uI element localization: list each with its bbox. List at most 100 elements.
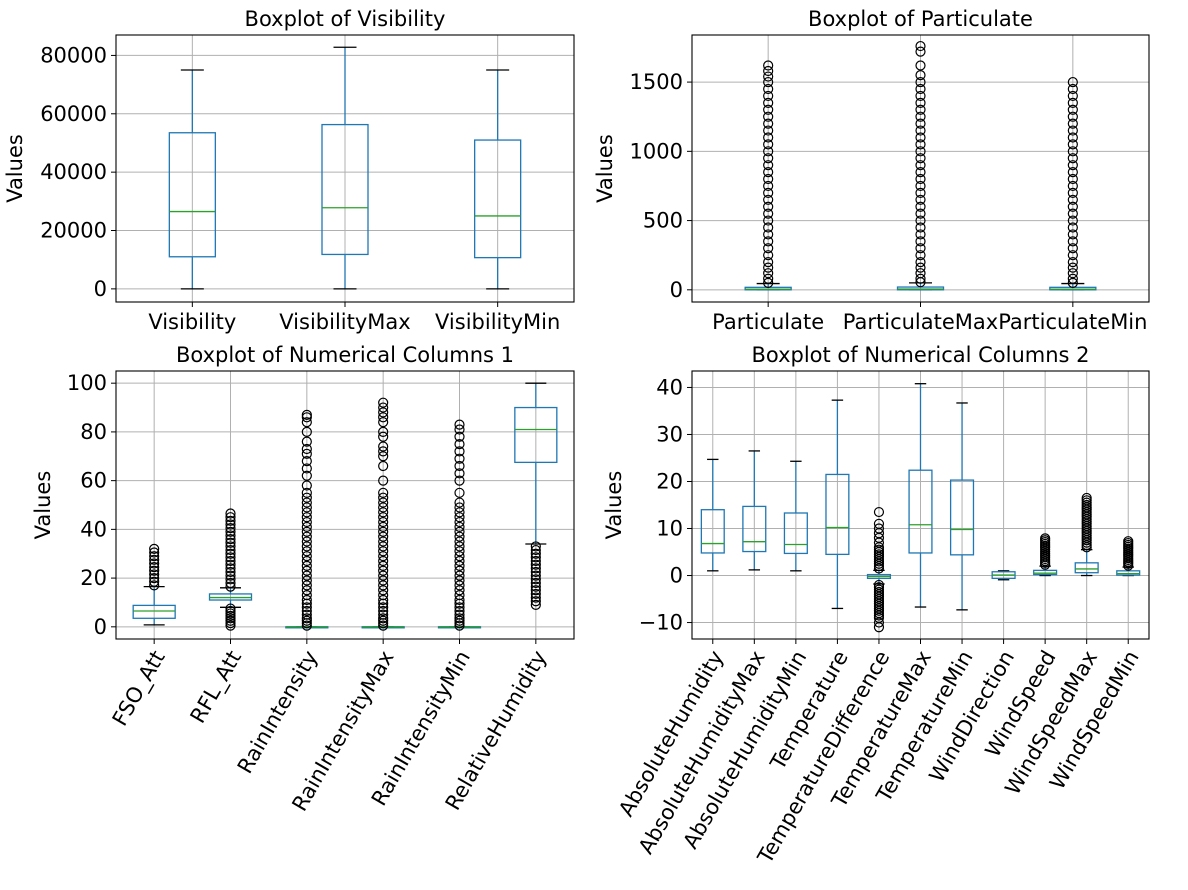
outlier-point	[763, 139, 774, 150]
outlier-point	[1067, 257, 1078, 268]
outlier-point	[454, 460, 465, 472]
y-tick-label: 500	[643, 209, 683, 233]
outlier-point	[454, 555, 465, 567]
y-tick-label: 20	[656, 469, 683, 493]
outlier-point	[1067, 236, 1078, 247]
box-RelativeHumidity	[514, 382, 558, 610]
outlier-point	[530, 555, 541, 567]
outlier-point	[1067, 83, 1078, 95]
outlier-point	[763, 236, 774, 247]
outlier-point	[301, 615, 312, 626]
box-TemperatureMax	[908, 383, 933, 608]
chart-title: Boxplot of Particulate	[808, 7, 1033, 31]
outlier-point	[763, 160, 774, 171]
outlier-point	[454, 516, 465, 528]
box-Visibility	[168, 69, 216, 290]
box-WindSpeedMax	[1074, 492, 1099, 577]
box-RFL_Att	[208, 508, 253, 631]
outlier-point	[301, 620, 312, 631]
box-TemperatureDifference	[866, 506, 892, 633]
outlier-point	[763, 90, 774, 102]
outlier-point	[454, 512, 465, 523]
outlier-point	[763, 268, 774, 279]
outlier-point	[915, 153, 926, 164]
outlier-point	[763, 146, 774, 157]
outlier-point	[301, 541, 312, 552]
x-tick-label: ParticulateMin	[998, 310, 1147, 334]
outlier-point	[149, 572, 160, 584]
outlier-point	[301, 551, 312, 562]
outlier-point	[301, 448, 312, 459]
outlier-point	[454, 431, 465, 442]
outlier-point	[915, 60, 926, 71]
outlier-point	[301, 575, 312, 586]
outlier-point	[378, 475, 389, 486]
outlier-point	[378, 602, 389, 613]
outlier-point	[454, 585, 465, 596]
outlier-point	[915, 76, 926, 88]
outlier-point	[225, 563, 236, 574]
outlier-point	[915, 194, 926, 205]
outlier-point	[1067, 125, 1078, 136]
outlier-point	[378, 575, 389, 586]
outlier-point	[530, 566, 541, 578]
outlier-point	[763, 125, 774, 136]
outlier-point	[301, 594, 312, 606]
outlier-point	[225, 610, 236, 621]
y-tick-label: 0	[94, 615, 107, 639]
iqr-box	[474, 139, 522, 259]
outlier-point	[873, 506, 885, 518]
y-tick-label: 20000	[40, 219, 107, 243]
outlier-point	[225, 541, 236, 552]
iqr-box	[1074, 562, 1099, 574]
subplot-1: 0 20000 40000 60000 80000 Visibility Visibilit…	[3, 7, 575, 334]
outlier-point	[530, 577, 541, 589]
x-tick-label: RainIntensity	[233, 647, 323, 778]
x-tick-label: FSO_Att	[108, 647, 171, 731]
outlier-point	[301, 497, 312, 508]
outlier-point	[1067, 208, 1078, 219]
iqr-box	[908, 469, 933, 554]
y-tick-label: 0	[670, 278, 683, 302]
outlier-point	[301, 521, 312, 533]
outlier-point	[149, 565, 160, 576]
outlier-point	[763, 273, 774, 284]
outlier-point	[763, 173, 774, 185]
outlier-point	[1067, 111, 1078, 122]
outlier-point	[1067, 277, 1078, 288]
outlier-point	[378, 560, 389, 572]
outlier-point	[454, 613, 465, 624]
outlier-point	[225, 544, 236, 556]
outlier-point	[454, 502, 465, 513]
outlier-point	[915, 97, 926, 108]
iqr-box	[168, 132, 216, 258]
x-tick-label: VisibilityMax	[279, 310, 410, 334]
outlier-point	[378, 512, 389, 523]
outlier-point	[454, 438, 465, 450]
outlier-point	[1067, 187, 1078, 198]
outlier-point	[301, 531, 312, 542]
outlier-point	[454, 590, 465, 601]
outlier-point	[301, 590, 312, 601]
outlier-point	[454, 526, 465, 537]
outlier-point	[378, 516, 389, 528]
box-AbsoluteHumidityMin	[783, 460, 808, 572]
outlier-point	[454, 446, 465, 457]
box-WindSpeedMin	[1116, 536, 1141, 577]
outlier-point	[915, 173, 926, 185]
outlier-point	[915, 139, 926, 150]
outlier-point	[530, 552, 541, 563]
outlier-point	[378, 594, 389, 606]
outlier-point	[454, 609, 465, 620]
outlier-point	[454, 453, 465, 464]
outlier-point	[454, 419, 465, 430]
outlier-point	[1067, 167, 1078, 178]
outlier-point	[301, 456, 312, 467]
outlier-point	[225, 515, 236, 526]
outlier-point	[763, 60, 774, 71]
iqr-box	[700, 509, 725, 554]
outlier-point	[915, 215, 926, 226]
outlier-point	[1067, 180, 1078, 192]
outlier-point	[378, 536, 389, 547]
box-FSO_Att	[132, 543, 176, 626]
